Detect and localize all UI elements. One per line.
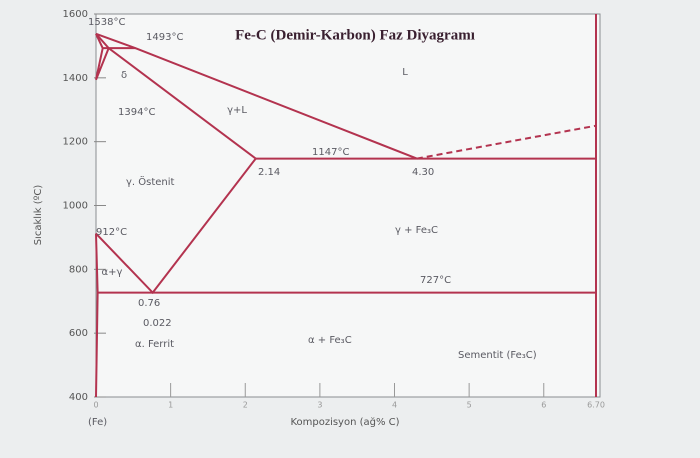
phase-boundary bbox=[95, 233, 99, 398]
y-tick-label: 1200 bbox=[63, 137, 88, 148]
annotation: 0.022 bbox=[143, 318, 172, 329]
annotation: α + Fe₃C bbox=[308, 335, 352, 346]
annotation: L bbox=[402, 67, 408, 78]
x-tick-label: 3 bbox=[317, 401, 322, 410]
annotation: γ + Fe₃C bbox=[395, 225, 438, 236]
annotation: 727°C bbox=[420, 275, 451, 286]
annotation: 4.30 bbox=[412, 167, 434, 178]
y-tick-label: 1600 bbox=[63, 9, 88, 20]
y-tick-label: 400 bbox=[69, 392, 88, 403]
annotation: 1394°C bbox=[118, 107, 155, 118]
x-tick-label: 6 bbox=[541, 401, 546, 410]
phase-boundary bbox=[416, 124, 597, 160]
plot-frame bbox=[95, 13, 601, 398]
annotation: (Fe) bbox=[88, 417, 107, 428]
annotation: 1493°C bbox=[146, 32, 183, 43]
x-tick-label: 0 bbox=[93, 401, 98, 410]
annotation: 2.14 bbox=[258, 167, 280, 178]
annotation: 1538°C bbox=[88, 17, 125, 28]
annotation: 0.76 bbox=[138, 298, 160, 309]
annotation: 1147°C bbox=[312, 147, 349, 158]
annotation: γ. Östenit bbox=[126, 175, 175, 188]
y-tick-label: 800 bbox=[69, 264, 88, 275]
annotation: α+γ bbox=[102, 267, 123, 278]
x-axis-label: Kompozisyon (ağ% C) bbox=[290, 416, 399, 428]
y-tick-label: 1000 bbox=[63, 201, 88, 212]
x-tick-label: 6.70 bbox=[587, 401, 605, 410]
annotation: δ bbox=[121, 70, 127, 81]
y-tick-label: 600 bbox=[69, 328, 88, 339]
annotation: γ+L bbox=[227, 105, 247, 116]
x-tick-label: 4 bbox=[392, 401, 397, 410]
y-axis-label: Sıcaklık (ºC) bbox=[33, 185, 44, 246]
chart-title: Fe-C (Demir-Karbon) Faz Diyagramı bbox=[235, 27, 475, 43]
x-tick-label: 5 bbox=[467, 401, 472, 410]
y-tick-label: 1400 bbox=[63, 73, 88, 84]
x-tick-label: 2 bbox=[243, 401, 248, 410]
annotation: α. Ferrit bbox=[135, 339, 174, 350]
annotation: 912°C bbox=[96, 227, 127, 238]
phase-boundary bbox=[95, 33, 110, 81]
x-tick-label: 1 bbox=[168, 401, 173, 410]
annotation: Sementit (Fe₃C) bbox=[458, 350, 537, 361]
